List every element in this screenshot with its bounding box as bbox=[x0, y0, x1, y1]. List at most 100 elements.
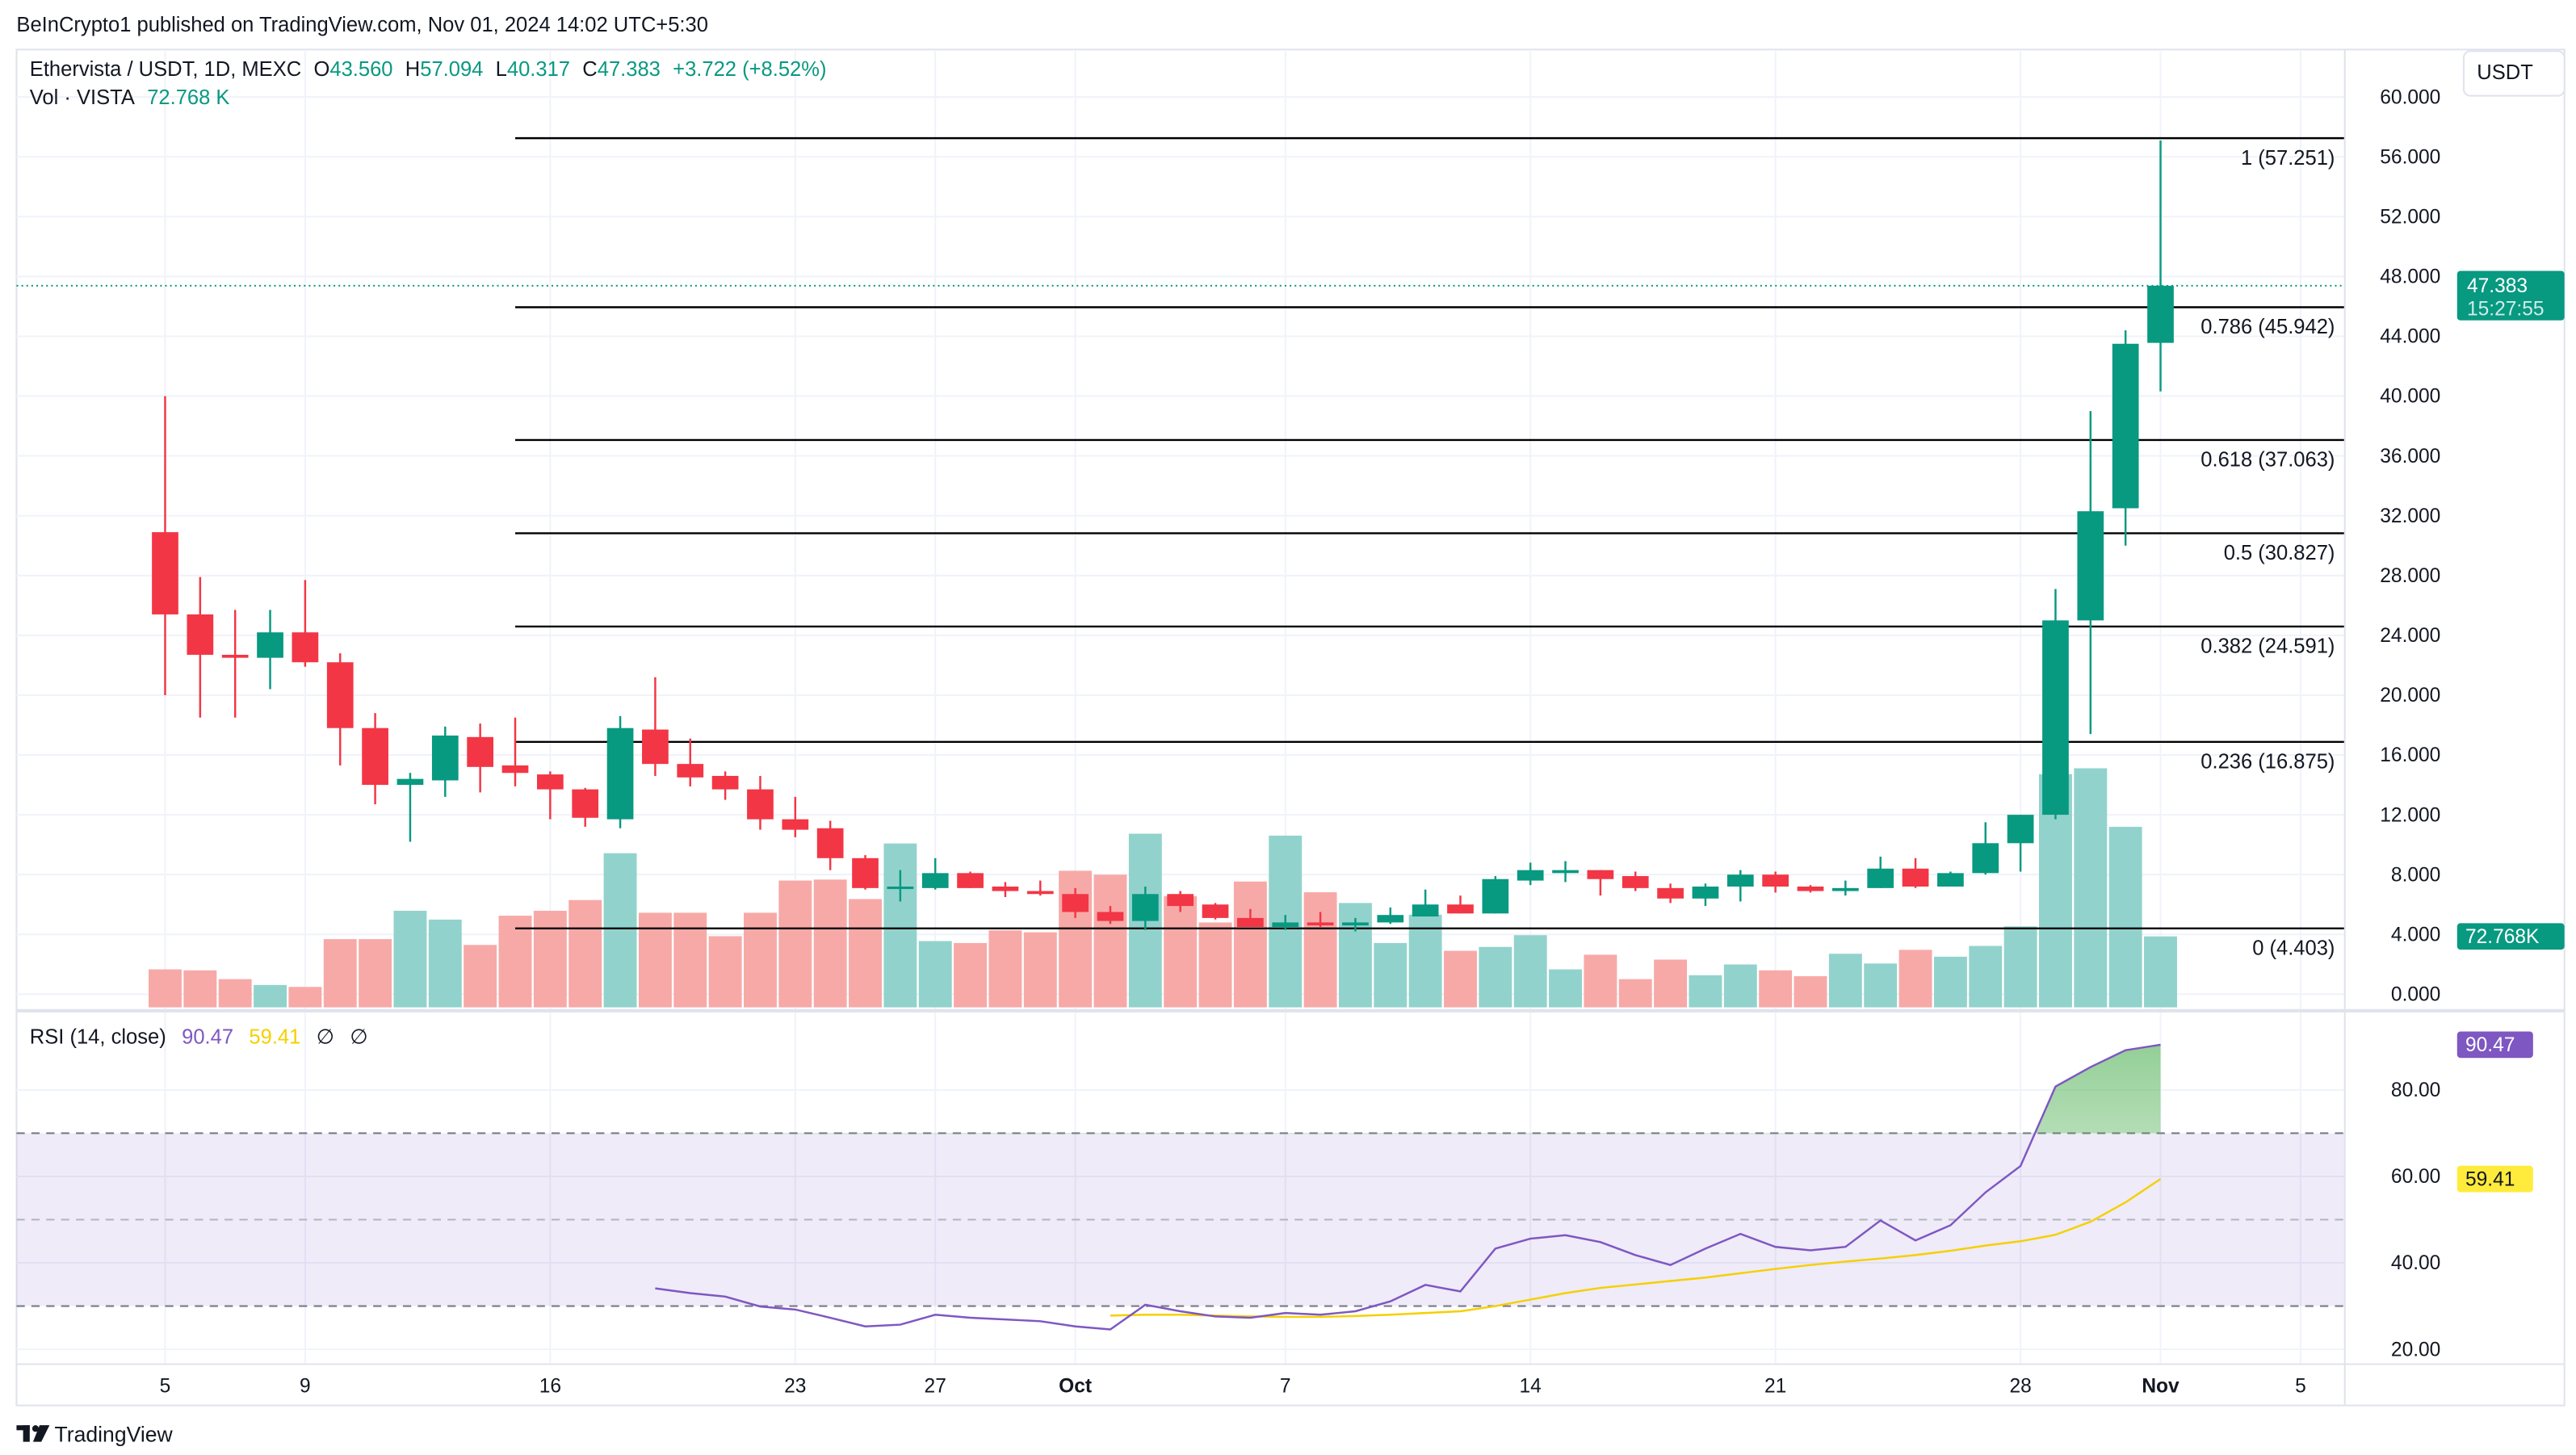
price-tick-label: 48.000 bbox=[2380, 266, 2440, 288]
volume-bar bbox=[1303, 892, 1337, 1008]
price-tick-label: 0.000 bbox=[2391, 984, 2440, 1006]
volume-bar bbox=[1023, 932, 1057, 1008]
candle-body bbox=[501, 765, 529, 774]
candle-body bbox=[1342, 922, 1369, 926]
rsi-ma-axis-value: 59.41 bbox=[2465, 1168, 2515, 1190]
fib-level-label: 0.382 (24.591) bbox=[2201, 635, 2335, 658]
close-label: C bbox=[582, 58, 597, 81]
candle bbox=[677, 738, 704, 786]
fib-level-label: 1 (57.251) bbox=[2241, 147, 2335, 170]
candle bbox=[1937, 871, 1964, 887]
price-tick-label: 40.000 bbox=[2380, 386, 2440, 408]
candle-body bbox=[1131, 894, 1159, 921]
volume-bar bbox=[708, 936, 742, 1008]
volume-bar bbox=[1969, 946, 2003, 1008]
rsi-legend[interactable]: RSI (14, close) 90.47 59.41 ∅ ∅ bbox=[30, 1026, 368, 1049]
candle bbox=[1867, 856, 1894, 888]
candle bbox=[2007, 815, 2034, 872]
rsi-pane bbox=[655, 1043, 2162, 1331]
rsi-tick-label: 40.00 bbox=[2391, 1252, 2440, 1274]
rsi-axis[interactable]: 80.00 60.00 40.00 20.00 bbox=[2391, 1080, 2440, 1361]
volume-bar bbox=[744, 912, 777, 1008]
bar-countdown: 15:27:55 bbox=[2467, 299, 2544, 321]
candle-body bbox=[1937, 873, 1964, 887]
candle-body bbox=[642, 729, 669, 765]
price-axis[interactable]: 60.000 56.000 52.000 48.000 44.000 40.000 36.0… bbox=[2380, 86, 2440, 1005]
candle-body bbox=[957, 873, 984, 888]
time-tick-label: 27 bbox=[925, 1375, 946, 1397]
candle bbox=[152, 396, 178, 695]
rsi-na-value: ∅ bbox=[317, 1026, 334, 1049]
volume-legend-value: 72.768 K bbox=[147, 86, 229, 109]
low-value: 40.317 bbox=[507, 58, 570, 81]
candle-body bbox=[467, 736, 494, 767]
candle bbox=[1377, 907, 1404, 925]
grid bbox=[16, 51, 2345, 1365]
candle-body bbox=[292, 632, 319, 663]
candle-body bbox=[1237, 917, 1264, 927]
candle-body bbox=[1377, 915, 1404, 923]
price-tick-label: 56.000 bbox=[2380, 146, 2440, 168]
candle bbox=[362, 713, 388, 805]
candle-body bbox=[2042, 620, 2069, 816]
volume-bar bbox=[2074, 768, 2108, 1008]
price-tick-label: 24.000 bbox=[2380, 625, 2440, 647]
time-axis[interactable]: 5 9 16 23 27 Oct 7 14 21 28 Nov 5 bbox=[160, 1375, 2306, 1397]
candle bbox=[957, 871, 984, 888]
fib-level-label: 0.618 (37.063) bbox=[2201, 449, 2335, 472]
fib-level-label: 0 (4.403) bbox=[2252, 937, 2335, 960]
volume-bar bbox=[1794, 976, 1827, 1008]
candle-body bbox=[431, 735, 459, 781]
fib-level-label: 0.236 (16.875) bbox=[2201, 751, 2335, 774]
price-tick-label: 32.000 bbox=[2380, 505, 2440, 527]
time-tick-label: 5 bbox=[2295, 1375, 2306, 1397]
rsi-tick-label: 60.00 bbox=[2391, 1166, 2440, 1188]
candle bbox=[1342, 917, 1369, 932]
rsi-value: 90.47 bbox=[182, 1026, 233, 1049]
candle bbox=[747, 775, 774, 830]
candle bbox=[1762, 871, 1789, 893]
candle bbox=[606, 715, 634, 828]
candle-body bbox=[1517, 870, 1544, 881]
price-tick-label: 20.000 bbox=[2380, 685, 2440, 707]
open-label: O bbox=[314, 58, 330, 81]
volume-bar bbox=[954, 942, 988, 1008]
price-tick-label: 8.000 bbox=[2391, 864, 2440, 886]
candle bbox=[326, 653, 354, 765]
candle bbox=[1026, 880, 1054, 896]
volume-bar bbox=[533, 911, 567, 1008]
volume-bar bbox=[988, 930, 1022, 1008]
tradingview-logo[interactable]: TradingView bbox=[16, 1423, 174, 1447]
candle bbox=[887, 870, 914, 902]
candle bbox=[1482, 876, 1509, 914]
candle-body bbox=[1797, 886, 1824, 891]
volume-legend[interactable]: Vol · VISTA 72.768 K bbox=[30, 86, 230, 109]
candle-body bbox=[1307, 922, 1334, 926]
publish-info: BeInCrypto1 published on TradingView.com… bbox=[16, 14, 707, 36]
volume-bar bbox=[849, 899, 882, 1008]
fib-retracement[interactable]: 1 (57.251) 0.786 (45.942) 0.618 (37.063) 0.… bbox=[515, 136, 2345, 960]
volume-bar bbox=[1618, 979, 1652, 1008]
candle bbox=[1272, 915, 1299, 930]
low-label: L bbox=[496, 58, 507, 81]
candle bbox=[1237, 908, 1264, 927]
candle bbox=[1622, 871, 1649, 891]
candle bbox=[1552, 861, 1579, 883]
price-tick-label: 52.000 bbox=[2380, 207, 2440, 229]
currency-button[interactable]: USDT bbox=[2462, 50, 2566, 97]
tradingview-brand: TradingView bbox=[54, 1423, 173, 1447]
candle-body bbox=[2007, 815, 2034, 844]
volume-bar bbox=[1898, 950, 1932, 1008]
symbol-legend[interactable]: Ethervista / USDT, 1D, MEXC O43.560 H57.… bbox=[30, 58, 827, 81]
candle bbox=[921, 857, 949, 890]
volume-bar bbox=[1689, 975, 1722, 1008]
last-price-label: 47.383 15:27:55 bbox=[2456, 270, 2565, 321]
candle bbox=[536, 771, 564, 820]
candle bbox=[1692, 883, 1719, 907]
volume-bar bbox=[359, 939, 392, 1008]
candle bbox=[1131, 886, 1159, 930]
volume-value-label: 72.768K bbox=[2456, 923, 2565, 950]
volume-bar bbox=[218, 979, 252, 1008]
candle bbox=[1587, 870, 1614, 896]
